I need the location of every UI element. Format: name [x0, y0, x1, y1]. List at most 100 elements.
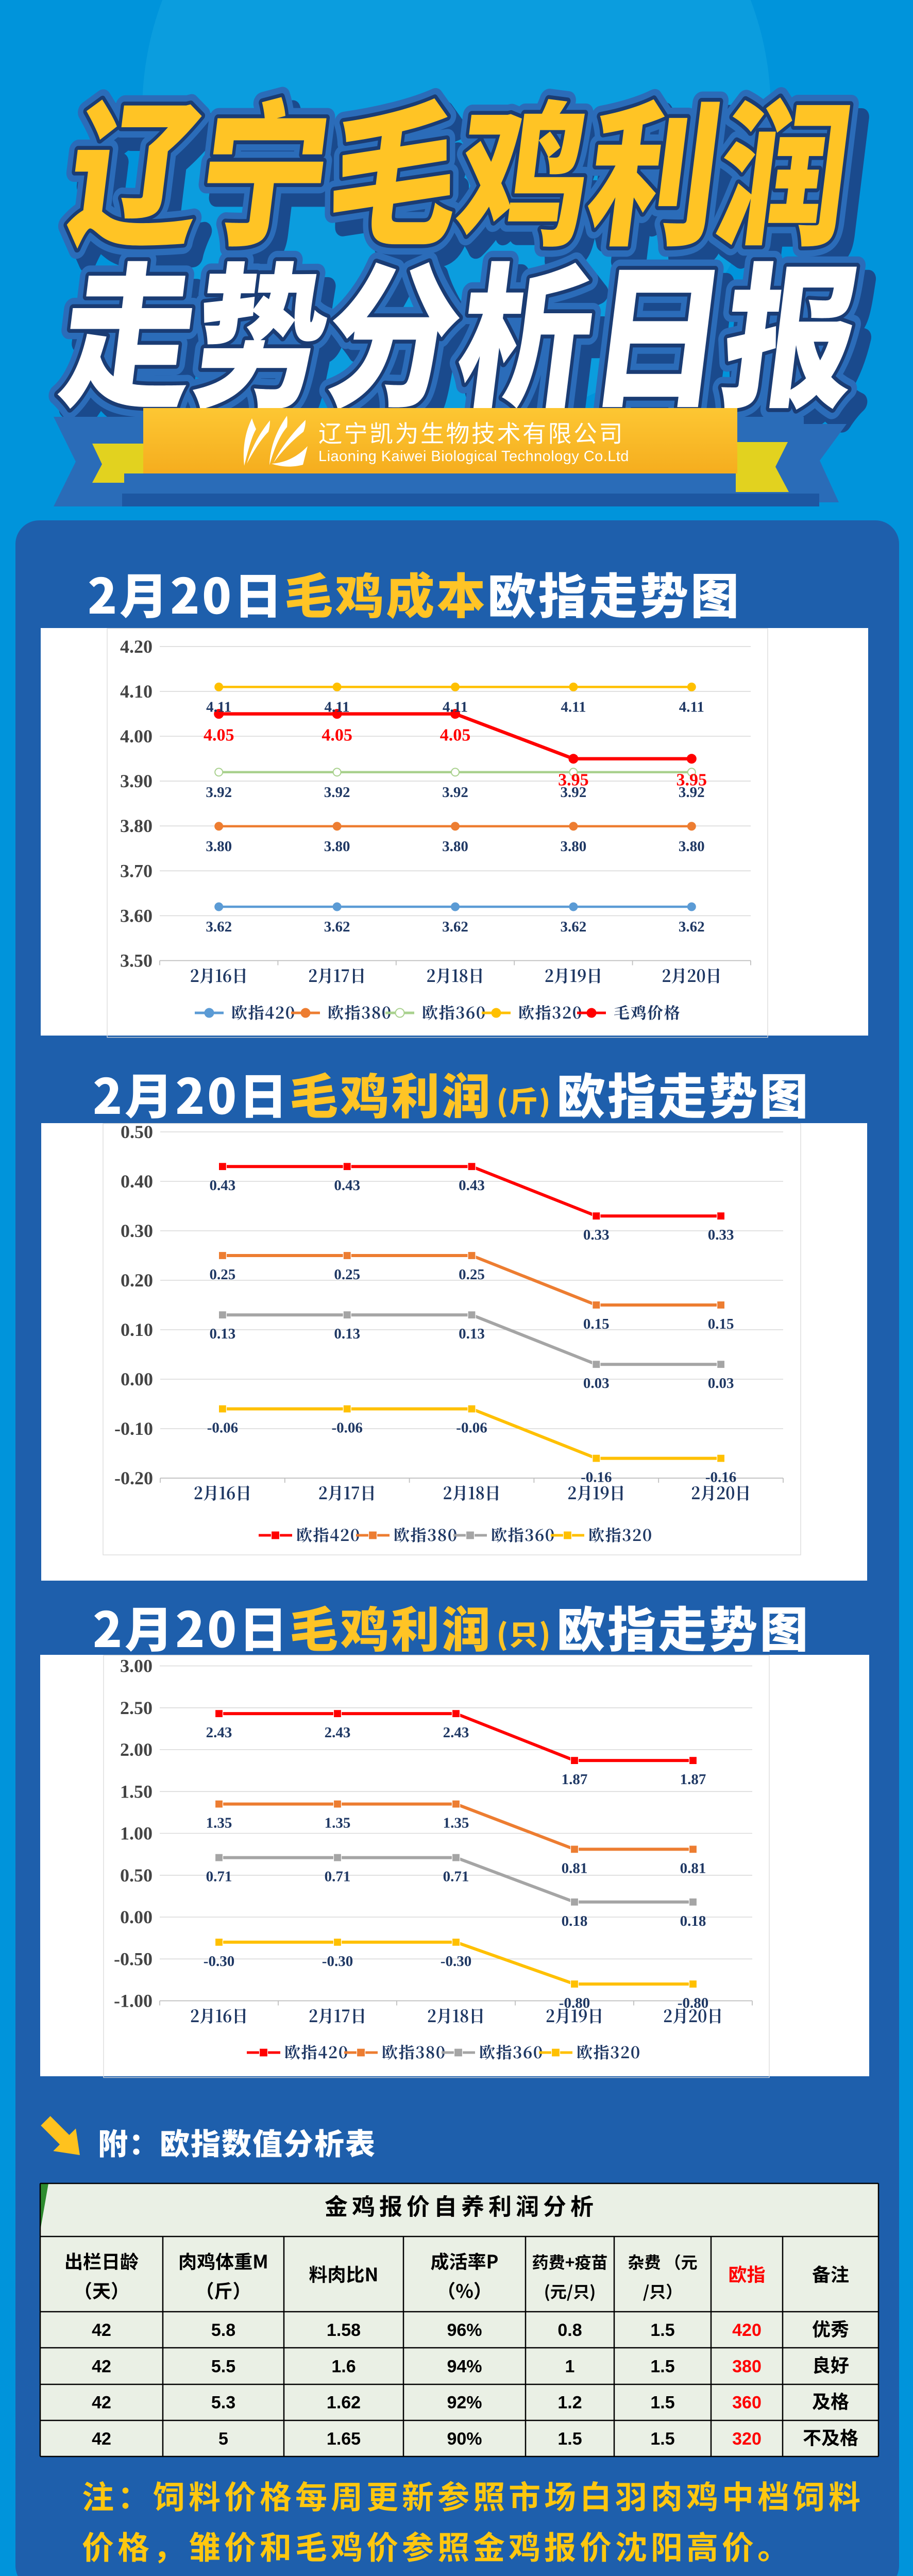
- svg-text:0.25: 0.25: [334, 1266, 360, 1283]
- svg-text:0.00: 0.00: [121, 1369, 153, 1389]
- svg-text:420: 420: [732, 2320, 762, 2340]
- svg-text:0.03: 0.03: [583, 1375, 610, 1392]
- svg-text:0.00: 0.00: [120, 1907, 153, 1927]
- svg-text:-1.00: -1.00: [114, 1991, 153, 2011]
- svg-text:4.00: 4.00: [120, 726, 153, 747]
- svg-text:3.92: 3.92: [206, 784, 232, 801]
- svg-text:-0.50: -0.50: [114, 1948, 153, 1969]
- svg-text:-0.06: -0.06: [456, 1420, 487, 1436]
- svg-text:-0.80: -0.80: [678, 1995, 708, 2011]
- svg-text:0.43: 0.43: [210, 1177, 236, 1194]
- svg-text:Liaoning Kaiwei Biological Tec: Liaoning Kaiwei Biological Technology Co…: [318, 448, 629, 465]
- svg-text:1.87: 1.87: [680, 1771, 706, 1788]
- svg-text:0.33: 0.33: [583, 1227, 610, 1243]
- svg-text:3.70: 3.70: [120, 860, 153, 881]
- svg-text:3.80: 3.80: [561, 838, 587, 855]
- svg-text:3.00: 3.00: [120, 1656, 153, 1676]
- svg-text:-0.06: -0.06: [207, 1420, 238, 1436]
- svg-text:1.87: 1.87: [562, 1771, 588, 1788]
- svg-text:0.33: 0.33: [708, 1227, 734, 1243]
- svg-text:4.11: 4.11: [679, 699, 704, 715]
- svg-text:3.80: 3.80: [324, 838, 350, 855]
- svg-text:0.43: 0.43: [459, 1177, 485, 1194]
- svg-text:1.35: 1.35: [325, 1815, 351, 1832]
- svg-text:0.10: 0.10: [121, 1319, 153, 1340]
- svg-text:3.50: 3.50: [120, 951, 153, 971]
- svg-text:0.13: 0.13: [459, 1326, 485, 1342]
- svg-text:3.95: 3.95: [677, 771, 707, 790]
- svg-text:3.62: 3.62: [324, 919, 350, 935]
- svg-text:0.50: 0.50: [120, 1865, 153, 1886]
- svg-text:2.50: 2.50: [120, 1698, 153, 1718]
- svg-text:1.5: 1.5: [650, 2393, 674, 2413]
- svg-text:-0.10: -0.10: [114, 1418, 153, 1439]
- svg-text:5.3: 5.3: [211, 2393, 235, 2413]
- svg-text:3.95: 3.95: [558, 771, 589, 790]
- svg-text:3.92: 3.92: [561, 784, 587, 801]
- svg-text:0.25: 0.25: [210, 1266, 236, 1283]
- svg-text:1.62: 1.62: [327, 2393, 361, 2413]
- svg-text:-0.20: -0.20: [114, 1468, 153, 1488]
- svg-text:94%: 94%: [447, 2357, 482, 2376]
- svg-text:3.92: 3.92: [679, 784, 705, 801]
- svg-text:4.11: 4.11: [561, 699, 586, 715]
- svg-text:-0.80: -0.80: [559, 1995, 590, 2011]
- svg-text:0.8: 0.8: [557, 2320, 582, 2340]
- svg-text:42: 42: [92, 2357, 111, 2376]
- svg-text:4.05: 4.05: [440, 726, 471, 745]
- svg-text:3.62: 3.62: [206, 919, 232, 935]
- svg-text:3.92: 3.92: [442, 784, 468, 801]
- svg-text:-0.30: -0.30: [204, 1953, 234, 1970]
- svg-text:0.43: 0.43: [334, 1177, 360, 1194]
- svg-text:0.18: 0.18: [680, 1913, 706, 1929]
- svg-text:380: 380: [732, 2357, 762, 2376]
- svg-text:4.20: 4.20: [120, 636, 153, 657]
- svg-text:1.5: 1.5: [650, 2320, 674, 2340]
- svg-text:96%: 96%: [447, 2320, 482, 2340]
- svg-text:1.65: 1.65: [327, 2429, 361, 2449]
- svg-text:3.80: 3.80: [120, 816, 153, 836]
- svg-text:42: 42: [92, 2320, 111, 2340]
- svg-text:0.13: 0.13: [334, 1326, 360, 1342]
- svg-text:3.92: 3.92: [324, 784, 350, 801]
- svg-text:3.62: 3.62: [561, 919, 587, 935]
- svg-text:0.40: 0.40: [121, 1171, 153, 1192]
- svg-text:0.15: 0.15: [583, 1316, 610, 1332]
- svg-text:2.43: 2.43: [443, 1724, 469, 1741]
- svg-text:4.10: 4.10: [120, 681, 153, 702]
- svg-text:0.03: 0.03: [708, 1375, 734, 1392]
- svg-text:0.81: 0.81: [680, 1860, 706, 1876]
- svg-text:-0.30: -0.30: [322, 1953, 353, 1970]
- svg-text:4.05: 4.05: [204, 726, 234, 745]
- svg-text:1.5: 1.5: [557, 2429, 582, 2449]
- svg-text:0.71: 0.71: [443, 1869, 469, 1885]
- svg-text:2.00: 2.00: [120, 1739, 153, 1760]
- svg-text:0.71: 0.71: [206, 1869, 232, 1885]
- svg-text:3.80: 3.80: [206, 838, 232, 855]
- svg-text:320: 320: [732, 2429, 762, 2449]
- svg-text:1.00: 1.00: [120, 1823, 153, 1844]
- svg-text:1.2: 1.2: [557, 2393, 582, 2413]
- svg-text:1.5: 1.5: [650, 2357, 674, 2376]
- svg-text:3.60: 3.60: [120, 905, 153, 926]
- svg-text:-0.16: -0.16: [705, 1469, 736, 1486]
- svg-text:4.11: 4.11: [206, 699, 231, 715]
- svg-text:5.5: 5.5: [211, 2357, 235, 2376]
- svg-text:0.15: 0.15: [708, 1316, 734, 1332]
- svg-text:0.30: 0.30: [121, 1221, 153, 1241]
- svg-text:5.8: 5.8: [211, 2320, 235, 2340]
- svg-text:-0.06: -0.06: [331, 1420, 362, 1436]
- svg-text:42: 42: [92, 2429, 111, 2449]
- svg-text:3.80: 3.80: [442, 838, 468, 855]
- svg-text:0.18: 0.18: [562, 1913, 588, 1929]
- svg-text:0.50: 0.50: [121, 1122, 153, 1142]
- svg-text:0.25: 0.25: [459, 1266, 485, 1283]
- svg-text:90%: 90%: [447, 2429, 482, 2449]
- svg-text:2.43: 2.43: [325, 1724, 351, 1741]
- svg-text:2.43: 2.43: [206, 1724, 232, 1741]
- svg-text:360: 360: [732, 2393, 762, 2413]
- svg-text:4.11: 4.11: [443, 699, 468, 715]
- svg-text:92%: 92%: [447, 2393, 482, 2413]
- svg-text:1.6: 1.6: [331, 2357, 356, 2376]
- svg-text:3.90: 3.90: [120, 771, 153, 791]
